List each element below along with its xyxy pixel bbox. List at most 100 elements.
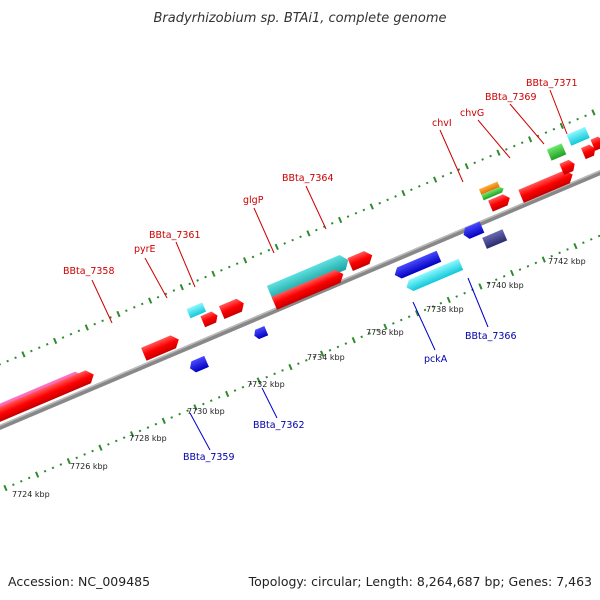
gene-arrow[interactable] bbox=[404, 258, 464, 293]
major-tick bbox=[415, 310, 420, 317]
minor-tick bbox=[449, 171, 453, 175]
minor-tick bbox=[12, 483, 15, 486]
gene-label[interactable]: BBta_7358 bbox=[63, 266, 115, 277]
minor-tick bbox=[378, 201, 382, 205]
minor-tick bbox=[59, 463, 63, 466]
major-tick bbox=[179, 284, 184, 291]
gene-label[interactable]: chvG bbox=[460, 108, 484, 119]
tick-label: 7740 kbp bbox=[486, 281, 524, 290]
tick-label: 7738 kbp bbox=[426, 305, 464, 314]
minor-tick bbox=[45, 342, 49, 346]
minor-tick bbox=[410, 188, 413, 192]
minor-tick bbox=[455, 295, 458, 298]
minor-tick bbox=[267, 248, 271, 252]
gene-arrow[interactable] bbox=[478, 181, 500, 195]
minor-tick bbox=[558, 251, 561, 255]
gene-arrow[interactable] bbox=[141, 333, 181, 361]
minor-tick bbox=[273, 372, 276, 376]
major-tick bbox=[383, 323, 388, 330]
minor-tick bbox=[204, 275, 207, 279]
minor-tick bbox=[544, 131, 548, 134]
minor-tick bbox=[463, 291, 466, 295]
genome-summary-text: Topology: circular; Length: 8,264,687 bp… bbox=[248, 574, 592, 589]
gene-arrow[interactable] bbox=[0, 368, 96, 433]
minor-tick bbox=[6, 359, 9, 363]
gene-label[interactable]: BBta_7369 bbox=[485, 92, 537, 103]
major-tick bbox=[130, 431, 135, 438]
gene-label[interactable]: pckA bbox=[424, 354, 448, 365]
map-band bbox=[0, 109, 600, 492]
gene-arrow[interactable] bbox=[580, 143, 598, 160]
gene-arrow[interactable] bbox=[186, 302, 207, 319]
leader-line bbox=[91, 279, 113, 324]
gene-arrow[interactable] bbox=[266, 253, 351, 301]
gene-arrow[interactable] bbox=[566, 126, 590, 146]
gene-label[interactable]: BBta_7364 bbox=[282, 173, 334, 184]
minor-tick bbox=[441, 174, 445, 178]
gene-arrow[interactable] bbox=[252, 326, 269, 340]
gene-label[interactable]: pyrE bbox=[134, 244, 156, 255]
leader-line bbox=[477, 119, 511, 159]
gene-arrow[interactable] bbox=[546, 143, 567, 161]
gene-arrow[interactable] bbox=[271, 268, 347, 310]
minor-tick bbox=[431, 305, 435, 308]
gene-label[interactable]: glgP bbox=[243, 195, 264, 206]
minor-tick bbox=[227, 265, 231, 269]
minor-tick bbox=[312, 355, 316, 359]
gene-arrow[interactable] bbox=[559, 158, 577, 175]
minor-tick bbox=[188, 282, 192, 286]
minor-tick bbox=[77, 329, 81, 333]
minor-tick bbox=[202, 402, 205, 406]
reverse-genes bbox=[188, 221, 508, 374]
gene-arrow[interactable] bbox=[488, 192, 512, 212]
tick-label: 7732 kbp bbox=[247, 380, 285, 389]
minor-tick bbox=[520, 141, 524, 144]
leader-line bbox=[189, 412, 211, 451]
major-tick bbox=[510, 269, 515, 277]
minor-tick bbox=[346, 215, 350, 218]
map-title: Bradyrhizobium sp. BTAi1, complete genom… bbox=[153, 11, 446, 26]
gene-arrow[interactable] bbox=[482, 229, 508, 249]
minor-tick bbox=[362, 208, 366, 212]
minor-tick bbox=[425, 181, 429, 185]
minor-tick bbox=[122, 436, 126, 439]
major-tick bbox=[66, 458, 71, 465]
tick-label: 7736 kbp bbox=[366, 328, 404, 337]
minor-tick bbox=[132, 306, 136, 309]
leader-line bbox=[261, 387, 278, 419]
major-tick bbox=[3, 484, 8, 492]
gene-arrow[interactable] bbox=[392, 250, 442, 281]
minor-tick bbox=[526, 264, 530, 268]
leader-line bbox=[509, 103, 545, 145]
minor-tick bbox=[304, 359, 308, 362]
minor-tick bbox=[505, 148, 508, 151]
tick-label: 7728 kbp bbox=[129, 434, 167, 443]
minor-tick bbox=[259, 252, 263, 255]
gene-arrow[interactable] bbox=[461, 221, 485, 241]
major-tick bbox=[478, 283, 483, 290]
major-tick bbox=[528, 136, 533, 143]
gene-label[interactable]: BBta_7366 bbox=[465, 331, 517, 342]
gene-arrow[interactable] bbox=[200, 310, 219, 328]
minor-tick bbox=[107, 443, 110, 446]
minor-tick bbox=[368, 332, 371, 335]
gene-label[interactable]: BBta_7359 bbox=[183, 452, 235, 463]
minor-tick bbox=[291, 238, 294, 242]
minor-tick bbox=[473, 161, 477, 165]
gene-label[interactable]: BBta_7371 bbox=[526, 78, 578, 89]
gene-arrow[interactable] bbox=[218, 297, 247, 320]
major-tick bbox=[148, 297, 153, 304]
tick-labels: 7724 kbp 7726 kbp 7728 kbp 7730 kbp 7732… bbox=[12, 257, 586, 499]
gene-arrow[interactable] bbox=[590, 135, 600, 151]
gene-label[interactable]: chvI bbox=[432, 118, 452, 129]
minor-tick bbox=[186, 409, 189, 413]
gene-label[interactable]: BBta_7362 bbox=[253, 420, 305, 431]
major-tick bbox=[98, 444, 103, 451]
gene-arrow[interactable] bbox=[188, 355, 209, 374]
gene-arrow[interactable] bbox=[347, 249, 375, 272]
gene-arrow[interactable] bbox=[481, 186, 505, 201]
leader-line bbox=[144, 257, 168, 299]
gene-label[interactable]: BBta_7361 bbox=[149, 230, 201, 241]
gene-arrow[interactable] bbox=[518, 168, 575, 203]
minor-tick bbox=[502, 275, 506, 278]
